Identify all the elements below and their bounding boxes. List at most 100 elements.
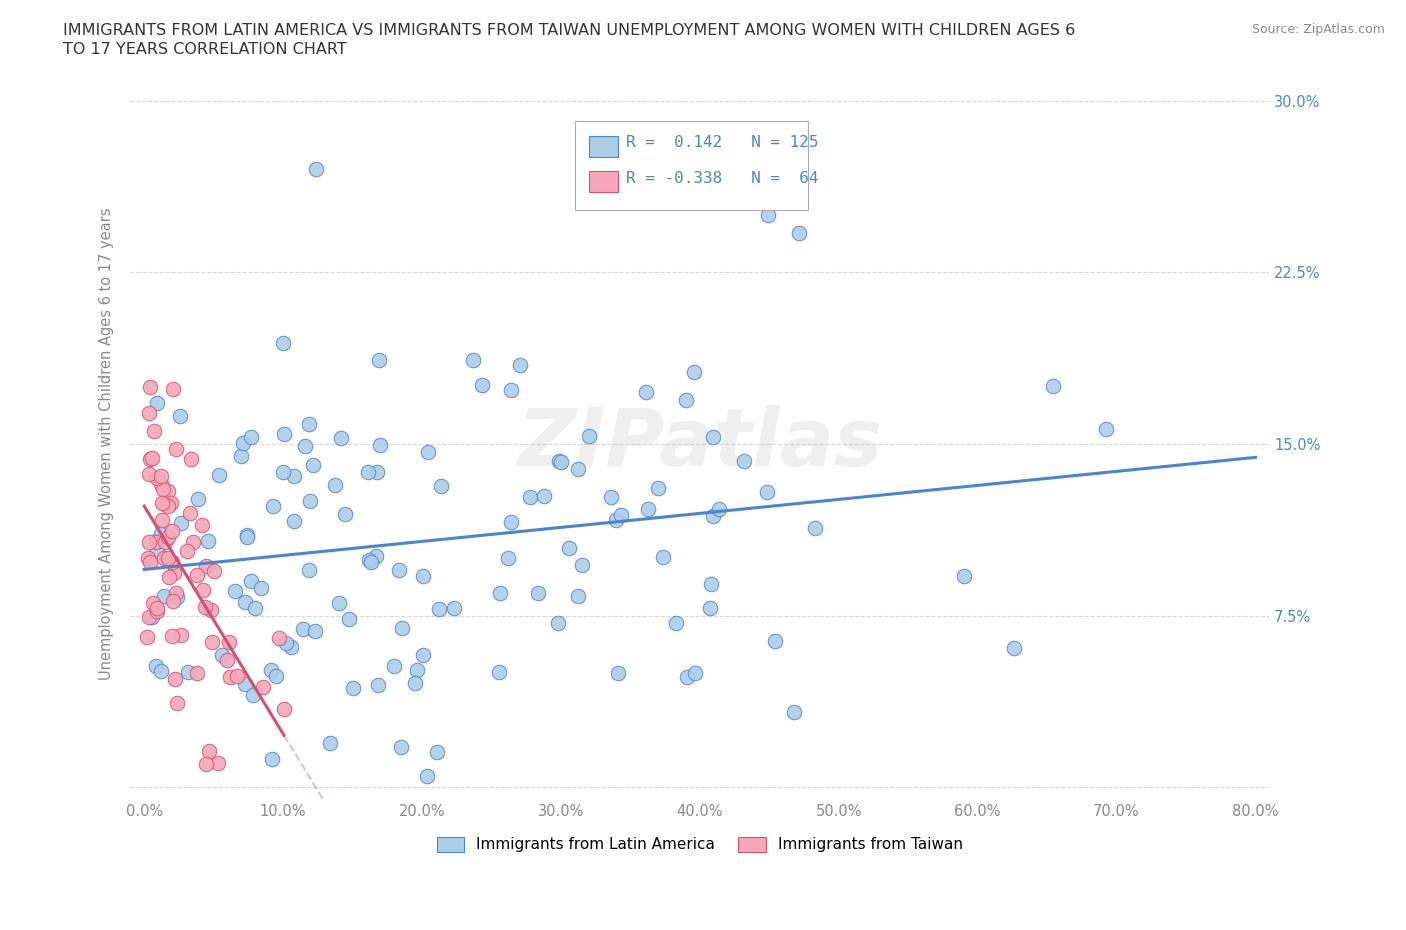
Point <box>156 529 179 544</box>
Point <box>709 501 731 516</box>
Point <box>733 454 755 469</box>
Text: ZIPatlas: ZIPatlas <box>517 405 883 483</box>
Y-axis label: Unemployment Among Women with Children Ages 6 to 17 years: Unemployment Among Women with Children A… <box>100 207 114 681</box>
Point <box>169 408 191 423</box>
Point <box>463 352 485 367</box>
Point <box>283 514 305 529</box>
Point <box>357 465 380 480</box>
Point <box>323 477 346 492</box>
Point <box>699 601 721 616</box>
Point <box>201 634 224 649</box>
Point <box>1095 421 1118 436</box>
Point <box>337 612 360 627</box>
Point <box>412 647 434 662</box>
Point <box>305 162 328 177</box>
Point <box>250 580 273 595</box>
Point <box>416 445 439 459</box>
Point <box>274 635 297 650</box>
Point <box>160 524 183 538</box>
Point <box>239 573 262 588</box>
Point <box>162 593 184 608</box>
Point <box>700 577 723 591</box>
Point <box>181 535 204 550</box>
Point <box>165 671 187 686</box>
Point <box>366 549 388 564</box>
Point <box>571 557 593 572</box>
Point <box>153 551 176 565</box>
Point <box>605 512 627 527</box>
Point <box>194 756 217 771</box>
Point <box>550 455 572 470</box>
Point <box>416 768 439 783</box>
Point <box>488 665 510 680</box>
Point <box>367 677 389 692</box>
Point <box>235 677 257 692</box>
Text: Source: ZipAtlas.com: Source: ZipAtlas.com <box>1251 23 1385 36</box>
Point <box>139 379 162 394</box>
Point <box>370 438 392 453</box>
Point <box>165 442 187 457</box>
Point <box>783 704 806 719</box>
Point <box>683 365 706 379</box>
Point <box>557 540 579 555</box>
Point <box>302 458 325 472</box>
Point <box>600 489 623 504</box>
Point <box>150 496 173 511</box>
Point <box>145 534 167 549</box>
Point <box>218 670 240 684</box>
Point <box>145 534 167 549</box>
Point <box>267 631 290 645</box>
Point <box>547 616 569 631</box>
Point <box>156 498 179 513</box>
Point <box>157 484 180 498</box>
Point <box>150 663 173 678</box>
Point <box>578 429 600 444</box>
Point <box>271 336 294 351</box>
Point <box>162 382 184 397</box>
Point <box>145 395 167 410</box>
Point <box>231 448 253 463</box>
Point <box>166 696 188 711</box>
Point <box>191 518 214 533</box>
Point <box>329 431 352 445</box>
Point <box>391 620 413 635</box>
Point <box>763 633 786 648</box>
Point <box>153 588 176 603</box>
Point <box>498 551 520 565</box>
Point <box>683 666 706 681</box>
Point <box>607 665 630 680</box>
Point <box>489 586 512 601</box>
Point <box>404 676 426 691</box>
Point <box>266 669 288 684</box>
Point <box>252 680 274 695</box>
Point <box>583 185 606 200</box>
Point <box>197 534 219 549</box>
Point <box>533 489 555 504</box>
Point <box>141 609 163 624</box>
Point <box>138 554 160 569</box>
Point <box>471 379 494 393</box>
Point <box>527 586 550 601</box>
Point <box>239 430 262 445</box>
Point <box>146 471 169 485</box>
Point <box>260 751 283 766</box>
Point <box>333 507 356 522</box>
Point <box>138 609 160 624</box>
Point <box>236 529 259 544</box>
Point <box>755 485 778 499</box>
Point <box>637 501 659 516</box>
Point <box>953 569 976 584</box>
Point <box>260 662 283 677</box>
Point <box>155 497 177 512</box>
Point <box>548 454 571 469</box>
Point <box>138 467 160 482</box>
Point <box>142 424 165 439</box>
Point <box>176 544 198 559</box>
Point <box>519 489 541 504</box>
Point <box>280 640 302 655</box>
Point <box>634 384 657 399</box>
Point <box>160 555 183 570</box>
Point <box>208 468 231 483</box>
Point <box>787 226 810 241</box>
Point <box>443 601 465 616</box>
